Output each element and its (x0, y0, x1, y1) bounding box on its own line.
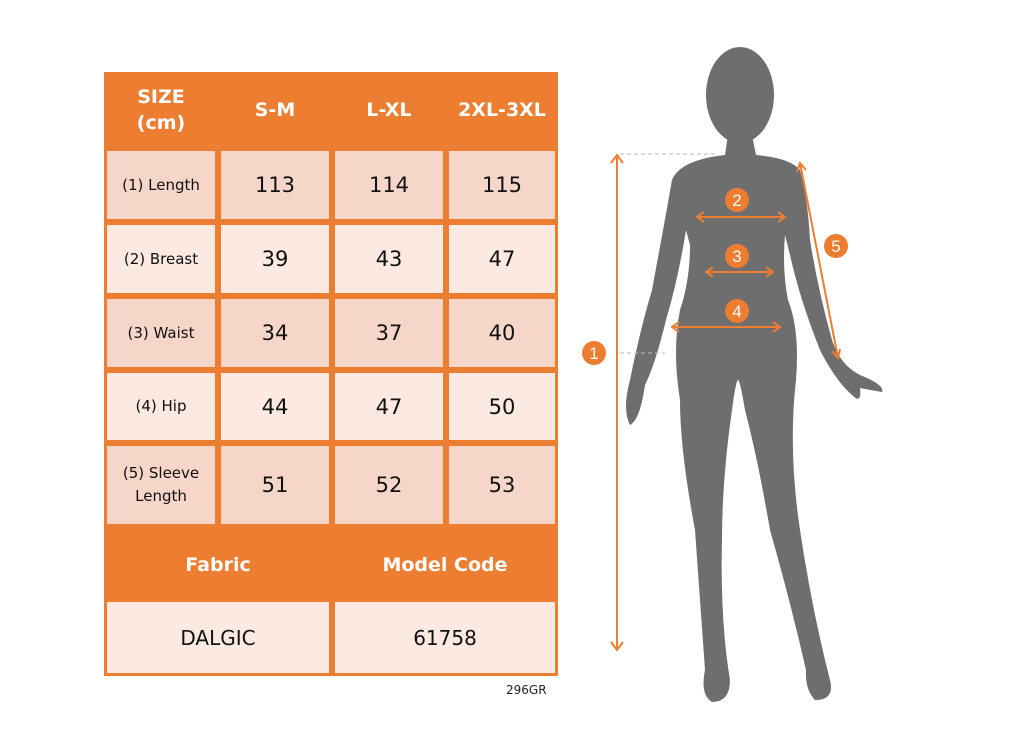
measurement-value: 113 (221, 151, 329, 219)
size-column-header: L-XL (366, 99, 412, 121)
marker-3-label: 3 (732, 247, 741, 266)
marker-1 (582, 341, 606, 365)
markers: 1 2 3 4 5 (582, 188, 848, 365)
size-column-header: 2XL-3XL (458, 99, 546, 121)
row-label: (1) Length (107, 151, 215, 219)
measurement-value: 53 (449, 446, 555, 524)
marker-5-label: 5 (831, 237, 840, 256)
silhouette (626, 47, 883, 702)
row-label-line: Length (135, 487, 187, 505)
row-label-line: (5) Sleeve (122, 464, 200, 482)
measurement-value: 34 (221, 299, 329, 367)
row-label: (2) Breast (107, 225, 215, 293)
marker-5 (824, 234, 848, 258)
measurement-value: 43 (335, 225, 443, 293)
model-code-value: 61758 (335, 602, 555, 673)
measurement-value: 114 (335, 151, 443, 219)
measurement-value: 44 (221, 373, 329, 440)
marker-2-label: 2 (732, 191, 741, 210)
measurement-value: 50 (449, 373, 555, 440)
fabric-value: DALGIC (107, 602, 329, 673)
measurement-value: 52 (335, 446, 443, 524)
size-chart-table: SIZE (cm) S-M L-XL 2XL-3XL (1) Length 113… (104, 72, 558, 676)
measurement-value: 39 (221, 225, 329, 293)
marker-1-label: 1 (589, 344, 598, 363)
size-header-line1: SIZE (137, 86, 185, 108)
model-code-header: Model Code (382, 553, 508, 576)
fabric-header: Fabric (185, 553, 251, 576)
size-header: SIZE (cm) (104, 72, 218, 148)
size-column-header: S-M (254, 99, 296, 121)
marker-3 (725, 244, 749, 268)
row-label: (3) Waist (107, 299, 215, 367)
measurement-value: 51 (221, 446, 329, 524)
marker-4-label: 4 (732, 302, 741, 321)
measurement-value: 115 (449, 151, 555, 219)
measurement-value: 37 (335, 299, 443, 367)
measurement-value: 47 (449, 225, 555, 293)
measurement-value: 40 (449, 299, 555, 367)
marker-2 (725, 188, 749, 212)
size-header-line2: (cm) (136, 112, 186, 134)
product-code: 296GR (506, 683, 547, 697)
measurement-lines (610, 153, 841, 652)
measurement-value: 47 (335, 373, 443, 440)
row-label: (4) Hip (107, 373, 215, 440)
row-label: (5) Sleeve Length (107, 446, 215, 524)
marker-4 (725, 299, 749, 323)
sleeve-arrow (799, 162, 839, 359)
